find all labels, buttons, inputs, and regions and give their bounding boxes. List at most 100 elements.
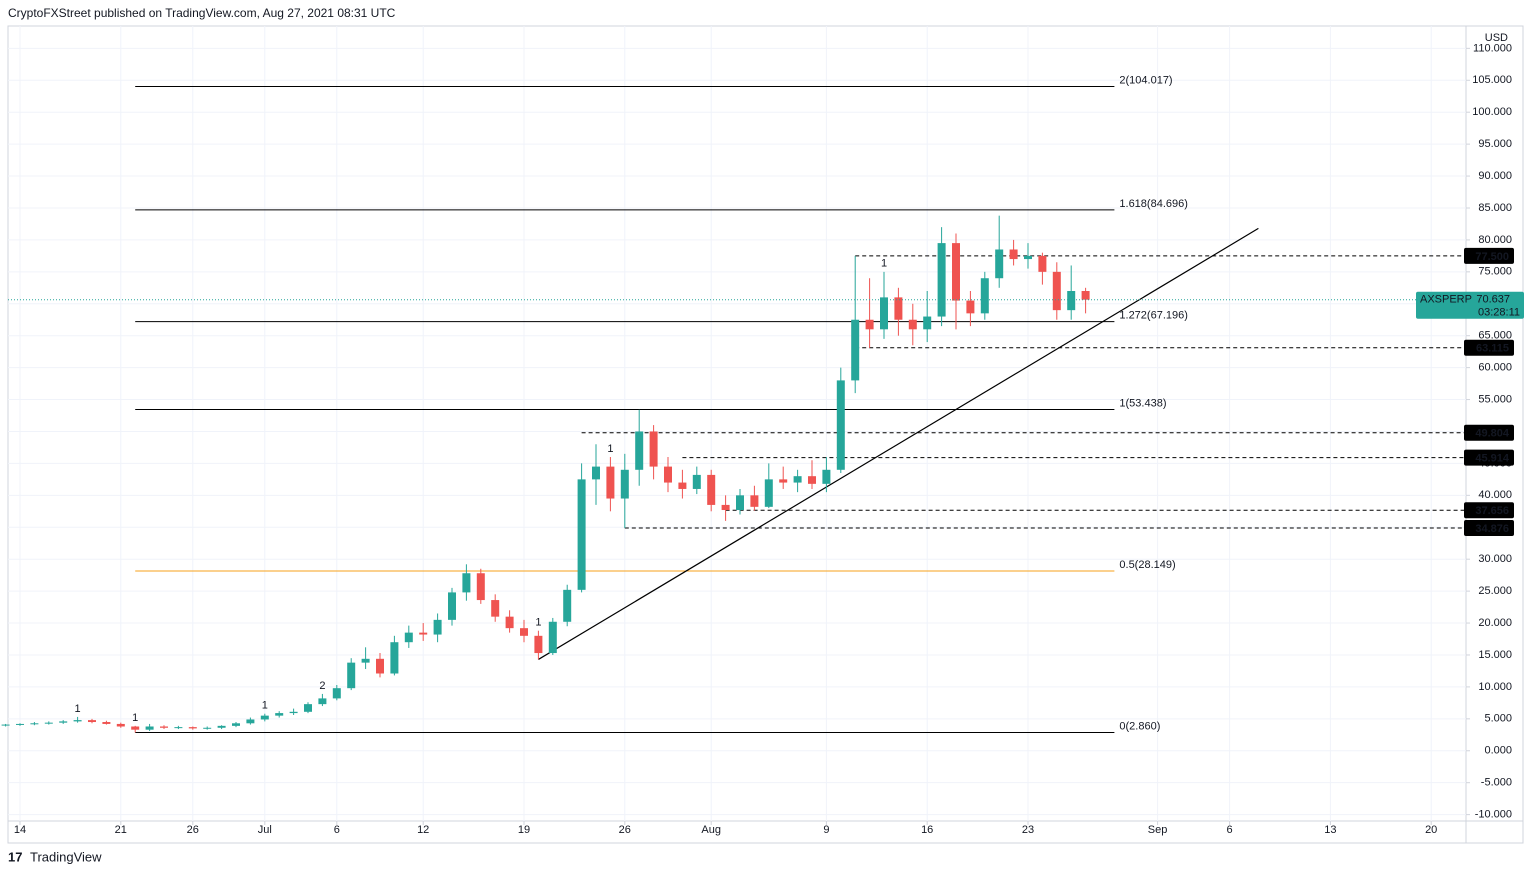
candle-body: [160, 726, 168, 728]
candle-body: [1, 724, 10, 726]
y-tick-label: 65.000: [1478, 330, 1512, 342]
candle-body: [232, 723, 240, 726]
candle-body: [246, 719, 255, 724]
candle-body: [462, 573, 471, 593]
candle-body: [779, 479, 788, 483]
candle-body: [980, 278, 989, 314]
candle-body: [491, 600, 500, 617]
candle-body: [16, 723, 24, 725]
y-tick-label: 25.000: [1478, 585, 1512, 597]
y-tick-label: 105.000: [1472, 74, 1512, 86]
candle-body: [923, 316, 932, 330]
y-tick-label: 40.000: [1478, 489, 1512, 501]
candle-body: [851, 319, 860, 381]
candle-body: [131, 726, 140, 730]
candle-body: [376, 658, 384, 674]
candle-body: [937, 243, 946, 317]
candle-body: [836, 380, 845, 470]
candle-body: [952, 243, 960, 301]
x-tick-label: 23: [1022, 824, 1034, 836]
candle-body: [764, 479, 773, 507]
signal-marker: 1: [132, 712, 138, 724]
level-box: [1464, 502, 1514, 519]
y-tick-label: 95.000: [1478, 138, 1512, 150]
fib-label: 1.272(67.196): [1119, 310, 1188, 322]
candle-body: [664, 466, 672, 483]
fib-label: 0.5(28.149): [1119, 559, 1175, 571]
fib-label: 1.618(84.696): [1119, 198, 1188, 210]
candle-body: [750, 495, 759, 507]
candle-body: [174, 727, 183, 729]
y-tick-label: 30.000: [1478, 553, 1512, 565]
candle-body: [1009, 249, 1018, 260]
candle-body: [116, 723, 125, 727]
y-tick-label: 110.000: [1473, 42, 1512, 54]
candle-body: [102, 722, 111, 724]
candle-body: [1038, 255, 1047, 272]
last-price-box: [1416, 291, 1524, 319]
candle-body: [289, 711, 298, 714]
candle-body: [347, 662, 356, 689]
header: CryptoFXStreet published on TradingView.…: [8, 6, 396, 20]
y-tick-label: 10.000: [1478, 681, 1512, 693]
candle-body: [606, 466, 615, 499]
candle-body: [217, 725, 226, 728]
y-tick-label: 15.000: [1478, 649, 1512, 661]
candle-body: [692, 474, 701, 489]
x-tick-label: Aug: [701, 824, 721, 836]
candle-body: [404, 632, 413, 643]
candle-body: [822, 469, 831, 484]
candle-body: [1024, 255, 1032, 260]
candle-body: [145, 726, 154, 730]
candle-body: [1067, 291, 1076, 311]
candle-body: [808, 476, 816, 484]
x-tick-label: Sep: [1148, 824, 1168, 836]
x-tick-label: 26: [619, 824, 631, 836]
signal-marker: 1: [607, 443, 613, 455]
candle-body: [520, 628, 528, 636]
candle-body: [1081, 291, 1090, 300]
candle-body: [361, 658, 370, 663]
candle-body: [995, 249, 1004, 279]
x-tick-label: 21: [115, 824, 127, 836]
footer: TradingView: [30, 849, 102, 864]
candle-body: [534, 635, 543, 654]
y-tick-label: -5.000: [1481, 777, 1512, 789]
level-label: 37.656: [1475, 505, 1509, 517]
y-tick-label: 85.000: [1478, 202, 1512, 214]
level-box: [1464, 520, 1514, 537]
x-tick-label: 19: [518, 824, 530, 836]
candle-body: [1052, 271, 1061, 311]
y-tick-label: 5.000: [1484, 713, 1512, 725]
candle-body: [88, 720, 96, 723]
logo-icon: 17: [8, 849, 22, 864]
candle-body: [894, 297, 903, 320]
signal-marker: 1: [75, 703, 81, 715]
signal-marker: 1: [535, 617, 541, 629]
candle-body: [73, 720, 82, 722]
x-tick-label: Jul: [258, 824, 272, 836]
y-tick-label: 55.000: [1478, 393, 1512, 405]
candle-body: [188, 727, 197, 729]
x-tick-label: 13: [1324, 824, 1336, 836]
y-tick-label: 90.000: [1478, 170, 1512, 182]
y-tick-label: -10.000: [1475, 809, 1512, 821]
candle-body: [592, 466, 600, 480]
countdown: 03:28:11: [1478, 307, 1520, 319]
candle-body: [793, 476, 802, 483]
level-box: [1464, 424, 1514, 441]
candle-body: [880, 297, 888, 330]
x-tick-label: 6: [1227, 824, 1233, 836]
fib-label: 1(53.438): [1119, 397, 1166, 409]
fib-label: 0(2.860): [1119, 720, 1160, 732]
x-tick-label: 9: [823, 824, 829, 836]
tv-logo: 17: [8, 849, 22, 864]
signal-marker: 1: [262, 700, 268, 712]
level-box: [1464, 339, 1514, 356]
candle-body: [635, 431, 644, 470]
candle-body: [419, 632, 428, 635]
last-price: 70.637: [1476, 294, 1510, 306]
series-name: AXSPERP: [1420, 294, 1472, 306]
candle-body: [736, 495, 744, 511]
